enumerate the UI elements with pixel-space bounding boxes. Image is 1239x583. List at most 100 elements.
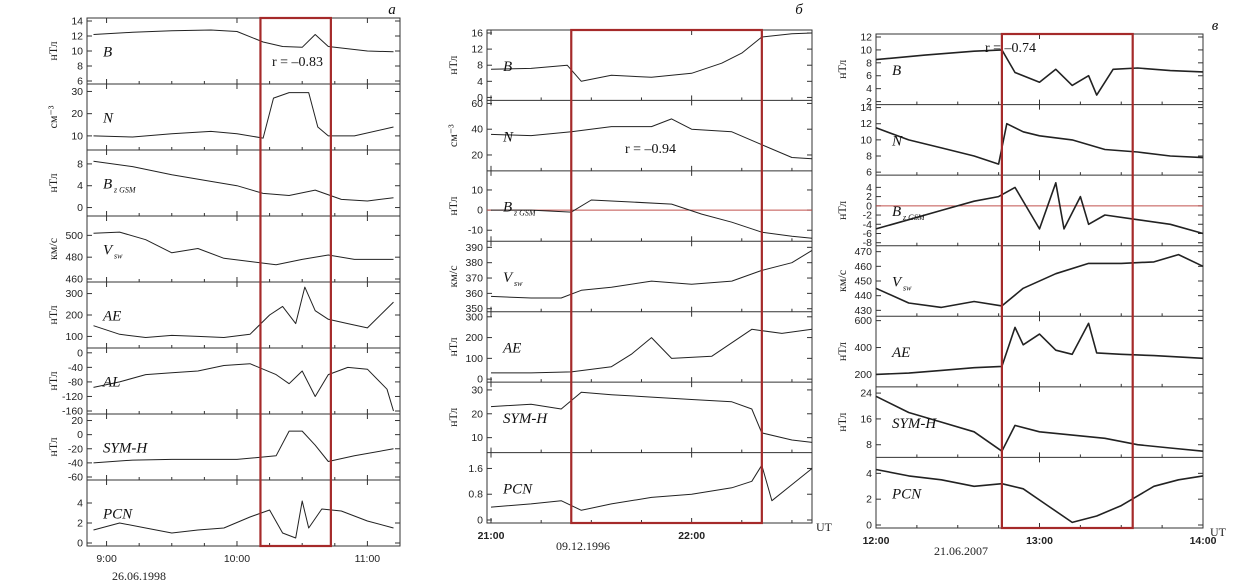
y-tick-label: 0 xyxy=(77,538,83,550)
y-tick-label: -60 xyxy=(68,472,83,484)
unit-label: нТл xyxy=(446,196,460,215)
panel-n: 30 20 10 Nсм⁻³ xyxy=(46,83,400,150)
x-tick-label: 10:00 xyxy=(224,553,250,565)
panel-b-z-gsm: 420-2-4-6-8 B z GSM нТл xyxy=(835,174,1204,249)
series-al xyxy=(93,363,394,412)
y-tick-label: 2 xyxy=(77,518,83,530)
correlation-label: r = –0.83 xyxy=(272,55,323,70)
series-b xyxy=(875,49,1204,96)
parameter-subscript: sw xyxy=(514,279,523,288)
panel-b-z-gsm: 8 4 0 B z GSM нТл xyxy=(46,149,400,216)
panel-pcn: 1.6 0.8 0 PCN xyxy=(468,452,813,527)
y-tick-label: 500 xyxy=(65,230,83,242)
y-tick-label: -120 xyxy=(62,391,83,403)
y-tick-label: 30 xyxy=(71,86,83,98)
y-tick-label: 6 xyxy=(77,76,83,88)
panel-pcn: 4 2 0 PCN xyxy=(866,456,1204,532)
parameter-subscript: z GSM xyxy=(113,185,137,194)
panel-v-sw: 390 380 370 360 350 V sw км/с xyxy=(446,240,813,315)
parameter-label: B xyxy=(503,200,512,216)
y-tick-label: 8 xyxy=(477,60,483,72)
y-tick-label: 4 xyxy=(866,182,872,194)
parameter-label: V xyxy=(892,275,903,291)
panel-n: 14 12 10 8 6 N xyxy=(860,102,1204,179)
y-tick-label: 440 xyxy=(854,290,872,302)
y-tick-label: 480 xyxy=(65,252,83,264)
parameter-label: N xyxy=(891,134,903,150)
series-b xyxy=(93,29,394,53)
y-tick-label: 4 xyxy=(77,180,83,192)
y-tick-label: 20 xyxy=(471,408,483,420)
panel-sym-h: 24 16 8 SYM-H нТл xyxy=(835,386,1204,458)
y-tick-label: 10 xyxy=(471,432,483,444)
series-sym-h xyxy=(875,395,1204,452)
panel-b-z-gsm: 10 0 -10 B z GSM нТл xyxy=(446,170,813,242)
panel-ae: 300 200 100 AE нТл xyxy=(46,281,400,348)
series-b xyxy=(93,160,394,202)
y-tick-label: 12 xyxy=(860,118,872,130)
parameter-label: AE xyxy=(891,345,910,361)
parameter-label: B xyxy=(503,59,512,75)
panel-letter: а xyxy=(388,2,396,18)
date-label: 26.06.1998 xyxy=(112,569,166,583)
series-b xyxy=(875,182,1204,235)
y-tick-label: 16 xyxy=(860,413,872,425)
y-tick-label: 0 xyxy=(77,202,83,214)
y-tick-label: 30 xyxy=(471,384,483,396)
series-pcn xyxy=(93,500,394,539)
y-tick-label: -20 xyxy=(68,443,83,455)
parameter-label: B xyxy=(103,44,112,60)
unit-label: км/с xyxy=(446,265,460,287)
y-tick-label: 0 xyxy=(477,205,483,217)
date-label: 09.12.1996 xyxy=(556,539,610,553)
y-tick-label: -40 xyxy=(68,362,83,374)
x-tick-label: 22:00 xyxy=(678,530,705,542)
y-tick-label: 200 xyxy=(854,369,872,381)
ut-label: UT xyxy=(816,520,833,534)
y-tick-label: 430 xyxy=(854,305,872,317)
panel-v-sw: 470 460 450 440 430 V sw км/с xyxy=(835,245,1204,317)
unit-label: нТл xyxy=(835,413,849,432)
y-tick-label: 12 xyxy=(71,31,83,43)
y-tick-label: -2 xyxy=(863,210,872,222)
highlight-box xyxy=(570,28,763,525)
y-tick-label: 14 xyxy=(71,16,83,28)
series-sym-h xyxy=(490,391,813,443)
parameter-label: SYM-H xyxy=(892,416,937,432)
y-tick-label: 0 xyxy=(477,515,483,527)
y-tick-label: 10 xyxy=(471,184,483,196)
panel-pcn: 4 2 0 PCN xyxy=(77,479,400,550)
x-tick-label: 11:00 xyxy=(355,553,381,565)
y-tick-label: 12 xyxy=(860,32,872,44)
y-tick-label: -4 xyxy=(863,219,872,231)
series-pcn xyxy=(875,468,1204,524)
unit-label: нТл xyxy=(46,371,60,390)
series-n xyxy=(875,122,1204,165)
y-tick-label: 2 xyxy=(866,96,872,108)
y-tick-label: 390 xyxy=(465,242,483,254)
y-tick-label: 0 xyxy=(866,200,872,212)
y-tick-label: 20 xyxy=(71,415,83,427)
y-tick-label: 200 xyxy=(465,332,483,344)
y-tick-label: 14 xyxy=(860,102,872,114)
y-tick-label: 24 xyxy=(860,388,872,400)
y-tick-label: 60 xyxy=(471,98,483,110)
y-tick-label: 450 xyxy=(854,276,872,288)
parameter-subscript: sw xyxy=(114,251,123,260)
parameter-label: V xyxy=(103,242,114,258)
series-v xyxy=(93,231,394,266)
y-tick-label: -40 xyxy=(68,457,83,469)
panel-ae: 600 400 200 AE нТл xyxy=(835,315,1204,387)
x-tick-label: 9:00 xyxy=(96,553,117,565)
y-tick-label: 470 xyxy=(854,246,872,258)
unit-label: нТл xyxy=(835,201,849,220)
panel-al: 0 -40 -80 -120 -160 AL нТл xyxy=(46,347,400,418)
series-n xyxy=(93,92,394,139)
panel-ae: 300 200 100 0 AE нТл xyxy=(446,311,813,386)
series-v xyxy=(490,249,813,299)
series-b xyxy=(490,32,813,82)
